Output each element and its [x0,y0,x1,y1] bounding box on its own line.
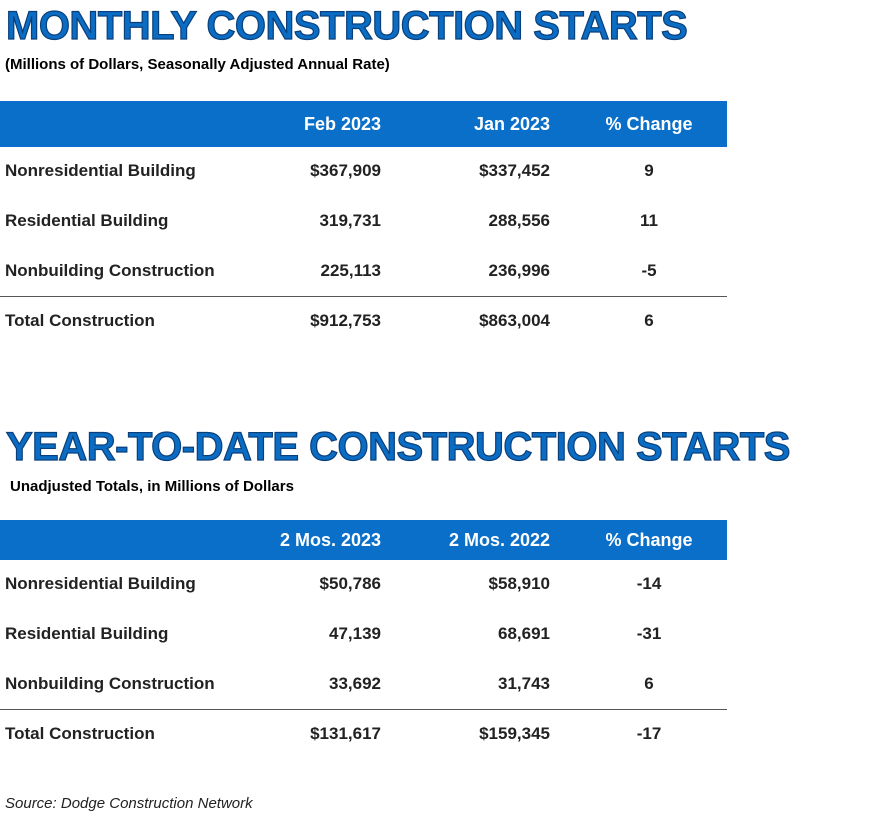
row-pct-change: -14 [636,574,662,593]
row-value-prior: 288,556 [488,211,550,230]
table-row: Nonresidential Building $50,786 $58,910 … [0,574,727,598]
ytd-header-col1: 2 Mos. 2023 [279,530,381,550]
monthly-table-header: Feb 2023 Jan 2023 % Change [0,101,727,147]
source-note: Source: Dodge Construction Network [5,795,253,812]
table-row: Nonbuilding Construction 225,113 236,996… [0,261,727,285]
row-value-prior: $58,910 [488,574,550,593]
row-value-prior: 68,691 [498,624,550,643]
row-label: Nonbuilding Construction [5,261,215,280]
row-label: Nonbuilding Construction [5,674,215,693]
row-value-current: 33,692 [329,674,381,693]
total-label: Total Construction [5,311,155,330]
total-value-current: $912,753 [310,311,381,330]
row-value-prior: $337,452 [479,161,550,180]
row-pct-change: 6 [644,674,654,693]
total-value-prior: $159,345 [479,724,550,743]
total-pct-change: 6 [644,311,654,330]
total-pct-change: -17 [636,724,662,743]
row-label: Residential Building [5,211,169,230]
row-pct-change: 9 [644,161,654,180]
table-row: Residential Building 319,731 288,556 11 [0,211,727,235]
row-value-current: $367,909 [310,161,381,180]
ytd-subtitle: Unadjusted Totals, in Millions of Dollar… [10,478,294,495]
row-pct-change: -5 [641,261,657,280]
row-value-current: 47,139 [329,624,381,643]
ytd-title: YEAR-TO-DATE CONSTRUCTION STARTS [5,424,791,469]
total-row: Total Construction $131,617 $159,345 -17 [0,724,727,748]
row-label: Residential Building [5,624,169,643]
row-value-current: $50,786 [319,574,381,593]
monthly-subtitle: (Millions of Dollars, Seasonally Adjuste… [5,56,390,73]
monthly-header-col1: Feb 2023 [303,114,381,134]
total-value-current: $131,617 [310,724,381,743]
total-value-prior: $863,004 [479,311,550,330]
ytd-table-header: 2 Mos. 2023 2 Mos. 2022 % Change [0,520,727,560]
row-value-current: 225,113 [320,261,381,280]
row-value-prior: 31,743 [498,674,550,693]
total-row: Total Construction $912,753 $863,004 6 [0,311,727,335]
row-value-current: 319,731 [319,211,381,230]
monthly-header-col3: % Change [605,114,693,134]
total-label: Total Construction [5,724,155,743]
table-row: Nonbuilding Construction 33,692 31,743 6 [0,674,727,698]
ytd-header-col2: 2 Mos. 2022 [448,530,550,550]
row-value-prior: 236,996 [488,261,550,280]
row-label: Nonresidential Building [5,574,196,593]
monthly-header-col2: Jan 2023 [473,114,550,134]
ytd-total-divider [0,709,727,710]
row-pct-change: 11 [640,211,658,230]
table-row: Residential Building 47,139 68,691 -31 [0,624,727,648]
row-label: Nonresidential Building [5,161,196,180]
row-pct-change: -31 [636,624,662,643]
table-row: Nonresidential Building $367,909 $337,45… [0,161,727,185]
ytd-header-col3: % Change [605,530,693,550]
monthly-total-divider [0,296,727,297]
monthly-title: MONTHLY CONSTRUCTION STARTS [5,3,688,48]
